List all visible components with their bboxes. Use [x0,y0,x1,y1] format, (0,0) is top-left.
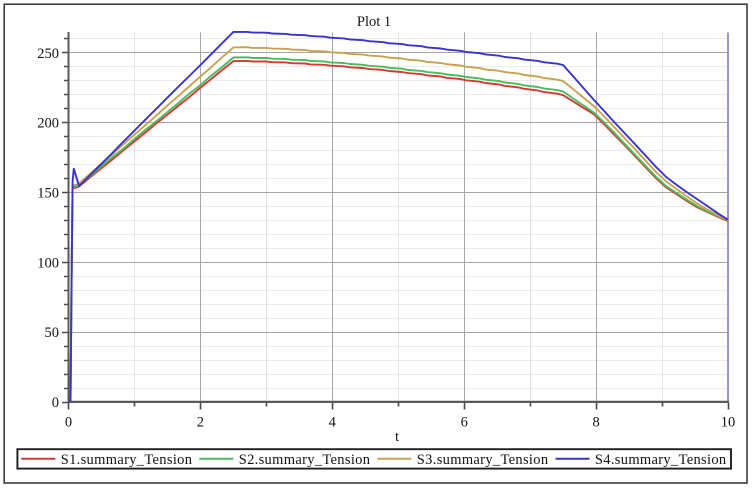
svg-text:4: 4 [329,415,337,431]
svg-text:t: t [395,429,399,445]
svg-text:S2.summary_Tension: S2.summary_Tension [239,452,371,468]
svg-text:100: 100 [37,255,59,271]
svg-text:250: 250 [37,46,59,62]
svg-text:50: 50 [45,325,60,341]
svg-text:6: 6 [461,415,468,431]
svg-text:0: 0 [65,415,72,431]
svg-text:S1.summary_Tension: S1.summary_Tension [61,452,193,468]
svg-text:Plot 1: Plot 1 [357,14,391,30]
svg-text:8: 8 [592,415,599,431]
svg-text:2: 2 [197,415,204,431]
svg-text:S3.summary_Tension: S3.summary_Tension [417,452,549,468]
svg-text:S4.summary_Tension: S4.summary_Tension [595,452,727,468]
svg-text:0: 0 [52,395,59,411]
svg-text:200: 200 [37,116,59,132]
svg-text:10: 10 [721,415,736,431]
svg-text:150: 150 [37,185,59,201]
